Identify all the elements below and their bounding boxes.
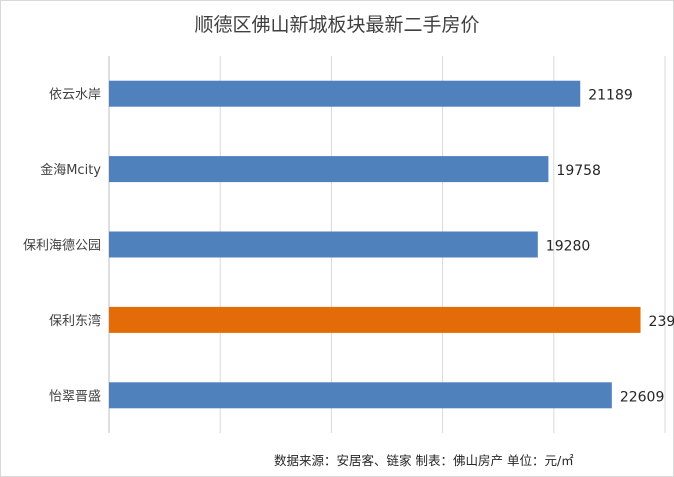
data-label: 19758 — [556, 163, 601, 179]
bar — [109, 306, 641, 333]
bar — [109, 80, 581, 107]
source-note: 数据来源：安居客、链家 制表：佛山房产 单位：元/㎡ — [274, 453, 574, 468]
category-label: 保利海德公园 — [23, 239, 101, 254]
category-label: 怡翠晋盛 — [49, 389, 101, 404]
category-label: 保利东湾 — [49, 313, 101, 329]
category-label: 金海Mcity — [40, 162, 101, 178]
bar — [109, 382, 612, 409]
data-label: 23900 — [649, 314, 674, 330]
category-label: 依云水岸 — [49, 88, 101, 103]
data-label: 22609 — [620, 389, 665, 405]
chart-title: 顺德区佛山新城板块最新二手房价 — [194, 14, 480, 36]
bar — [109, 231, 538, 258]
data-label: 19280 — [546, 239, 591, 255]
data-label: 21189 — [588, 88, 633, 104]
bar — [109, 156, 549, 183]
